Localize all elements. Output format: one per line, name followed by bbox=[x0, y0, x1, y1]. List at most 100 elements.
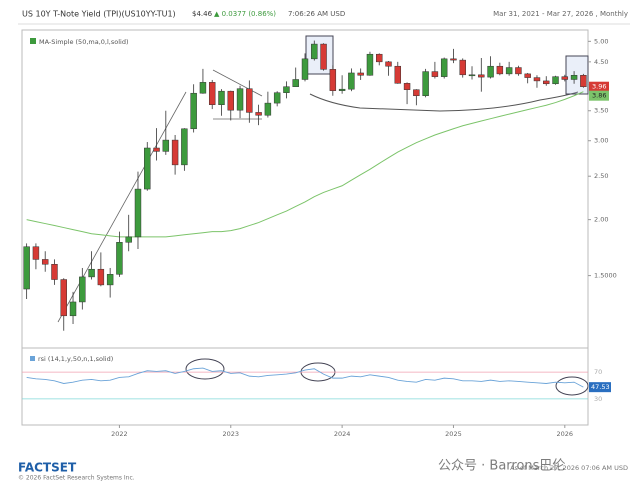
candle-body bbox=[385, 61, 392, 67]
y-tick-label: 1.5000 bbox=[594, 272, 617, 280]
highlight-ellipse bbox=[185, 358, 225, 380]
candle-body bbox=[60, 279, 67, 317]
candle-body bbox=[264, 102, 272, 116]
candle-body bbox=[116, 242, 123, 275]
candle-body bbox=[487, 65, 494, 78]
candle-body bbox=[97, 268, 105, 286]
legend-swatch bbox=[30, 356, 35, 361]
candle-body bbox=[199, 82, 207, 94]
candle-body bbox=[357, 72, 364, 76]
candle-body bbox=[561, 76, 569, 80]
y-tick-label: 3.00 bbox=[594, 137, 608, 145]
last-price-label: 3.96 bbox=[592, 83, 606, 91]
candle-body bbox=[208, 82, 216, 105]
candle-body bbox=[515, 67, 522, 75]
time: 7:06:26 AM USD bbox=[288, 10, 345, 18]
candle-body bbox=[153, 147, 160, 152]
candle-body bbox=[329, 69, 337, 91]
candle-body bbox=[496, 65, 504, 75]
x-tick-label: 2025 bbox=[445, 430, 462, 438]
last-ma-box bbox=[589, 90, 609, 101]
last-rsi-label: 47.53 bbox=[591, 383, 610, 391]
plot-frame bbox=[21, 29, 589, 426]
candle-body bbox=[366, 53, 374, 76]
candle-body bbox=[394, 65, 402, 84]
legend-label: rsi (14,1,y,50,n,1,solid) bbox=[38, 355, 113, 363]
candle-body bbox=[348, 72, 355, 90]
candle-body bbox=[301, 58, 309, 80]
candle-body bbox=[543, 80, 550, 85]
candle-body bbox=[376, 53, 383, 63]
y-tick-label: 2.00 bbox=[594, 216, 608, 224]
candle-body bbox=[468, 74, 476, 77]
y-tick-label: 70 bbox=[594, 368, 602, 376]
chart-title: US 10Y T-Note Yield (TPI)(US10YY-TU1) bbox=[22, 10, 176, 19]
candle-body bbox=[478, 74, 485, 78]
candle-body bbox=[505, 67, 513, 75]
candle-body bbox=[246, 88, 253, 113]
candle-body bbox=[413, 89, 420, 97]
candle-body bbox=[236, 88, 244, 111]
candle-body bbox=[69, 301, 77, 317]
y-tick-label: 30 bbox=[594, 395, 602, 403]
curve-annotation bbox=[309, 91, 579, 112]
y-tick-label: 4.50 bbox=[594, 58, 608, 66]
y-tick-label: 5.00 bbox=[594, 37, 608, 45]
candle-body bbox=[88, 268, 95, 278]
candle-body bbox=[311, 43, 318, 60]
candle-body bbox=[273, 92, 281, 104]
candle-body bbox=[338, 88, 346, 91]
x-tick-label: 2024 bbox=[334, 430, 351, 438]
y-tick-label: 3.50 bbox=[594, 107, 608, 115]
rsi-line bbox=[26, 367, 584, 388]
candle-body bbox=[190, 92, 197, 130]
candle-body bbox=[171, 139, 179, 166]
highlight-box bbox=[565, 55, 589, 95]
candle-body bbox=[144, 147, 151, 190]
candle-body bbox=[41, 259, 49, 265]
change: ▲ 0.0377 (0.86%) bbox=[214, 10, 276, 18]
candle-body bbox=[106, 274, 114, 286]
x-tick-label: 2023 bbox=[222, 430, 239, 438]
candle-body bbox=[403, 83, 411, 90]
legend-swatch bbox=[30, 38, 36, 44]
candle-body bbox=[440, 58, 448, 77]
candle-body bbox=[181, 128, 188, 166]
candle-body bbox=[283, 86, 290, 93]
last-price-box bbox=[589, 81, 609, 92]
y-tick-label: 2.50 bbox=[594, 172, 608, 180]
candle-body bbox=[32, 246, 40, 260]
candle-body bbox=[431, 71, 439, 77]
trend-line bbox=[212, 69, 263, 97]
candle-body bbox=[125, 236, 132, 243]
date-range: Mar 31, 2021 - Mar 27, 2026 , Monthly bbox=[493, 10, 628, 18]
price: $4.46 bbox=[192, 10, 213, 18]
highlight-box bbox=[305, 35, 334, 75]
candle-body bbox=[459, 59, 466, 76]
candle-body bbox=[580, 75, 587, 87]
candle-body bbox=[79, 276, 86, 303]
x-tick-label: 2026 bbox=[557, 430, 574, 438]
last-rsi-box bbox=[589, 382, 611, 393]
candle-body bbox=[23, 246, 30, 290]
candle-body bbox=[524, 73, 531, 78]
watermark: 公众号 · Barrons巴伦 bbox=[438, 459, 565, 474]
legend-label: MA-Simple (50,ma,0,l,solid) bbox=[39, 38, 128, 46]
candle-body bbox=[450, 58, 457, 61]
logo: FACTSET bbox=[18, 461, 77, 475]
candle-body bbox=[570, 75, 578, 80]
candle-body bbox=[227, 90, 234, 111]
highlight-ellipse bbox=[555, 376, 589, 396]
candle-body bbox=[533, 77, 541, 82]
as-of: As of March 27, 2026 07:06 AM USD bbox=[510, 464, 628, 472]
candle-body bbox=[320, 43, 327, 70]
copyright: © 2026 FactSet Research Systems Inc. bbox=[18, 475, 135, 482]
candle-body bbox=[51, 264, 58, 280]
candle-body bbox=[552, 76, 559, 85]
candle-body bbox=[134, 188, 142, 238]
candle-body bbox=[162, 139, 170, 152]
candle-body bbox=[422, 71, 429, 97]
candle-body bbox=[292, 79, 299, 87]
candle-body bbox=[255, 112, 262, 116]
